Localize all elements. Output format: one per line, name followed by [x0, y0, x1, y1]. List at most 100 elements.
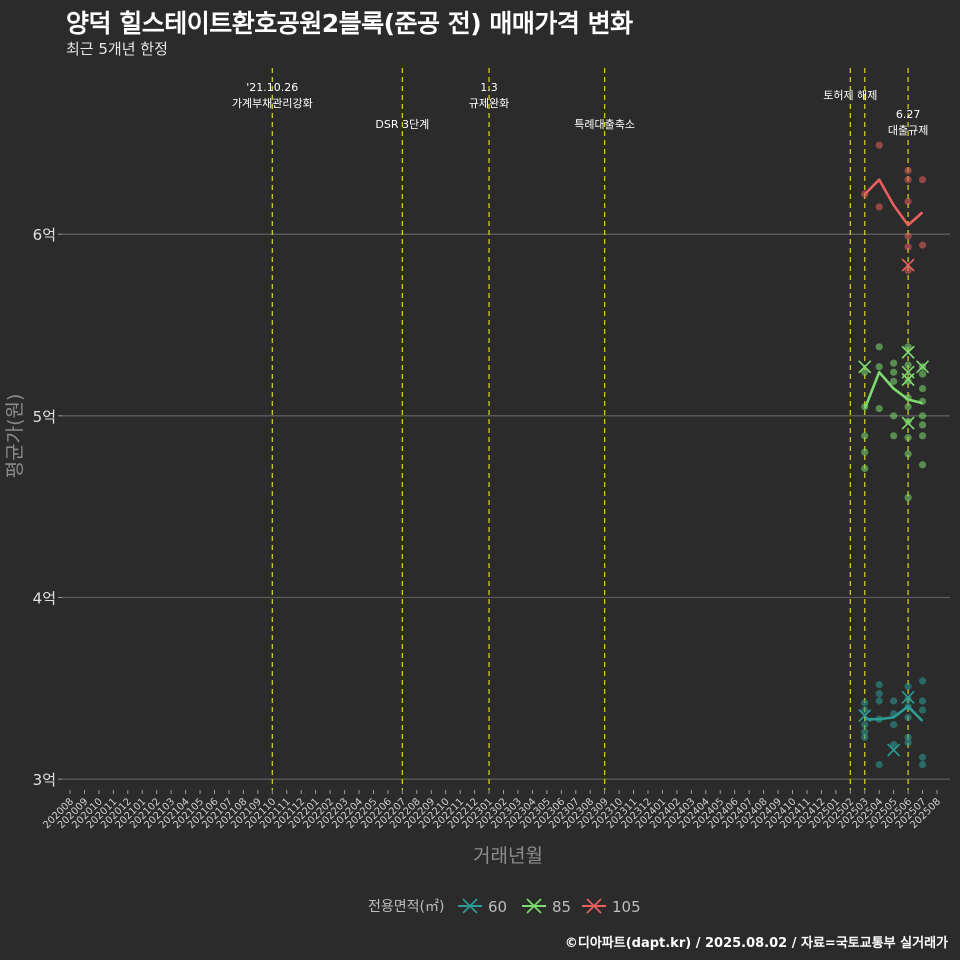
- data-point: [890, 721, 898, 729]
- legend-label: 60: [488, 898, 507, 916]
- data-point: [861, 368, 869, 376]
- legend-key-cross: [586, 898, 602, 914]
- mean-lines: [863, 178, 924, 722]
- event-label: 토허제 해제: [823, 88, 877, 102]
- data-point: [875, 760, 883, 769]
- data-point: [861, 432, 869, 440]
- data-point: [875, 203, 883, 211]
- data-point: [861, 448, 869, 456]
- legend-title: 전용면적(㎡): [368, 899, 444, 915]
- data-point: [918, 753, 927, 761]
- cancelled-marker: [901, 258, 915, 272]
- event-label: DSR 3단계: [375, 118, 429, 131]
- cancelled-marker: [901, 690, 915, 704]
- y-tick-label: 4억: [33, 589, 56, 607]
- data-point: [918, 760, 927, 769]
- mean-line: [864, 705, 924, 722]
- data-point: [904, 695, 912, 703]
- legend: 전용면적(㎡) 60 85 105: [368, 898, 641, 916]
- data-point: [904, 682, 912, 691]
- y-tick-label: 5억: [33, 408, 56, 426]
- event-label: '21.10.26: [246, 81, 298, 94]
- data-point: [904, 232, 912, 240]
- legend-key-cross: [462, 898, 478, 914]
- data-point: [904, 417, 912, 425]
- source-caption: ©디아파트(dapt.kr) / 2025.08.02 / 자료=국토교통부 실…: [564, 936, 948, 951]
- mean-line: [863, 178, 924, 227]
- data-point: [918, 697, 927, 705]
- data-point: [918, 677, 927, 685]
- data-point: [904, 377, 912, 385]
- data-point: [904, 176, 912, 184]
- event-label: 가계부채관리강화: [232, 97, 313, 110]
- chart-title: 양덕 힐스테이트환호공원2블록(준공 전) 매매가격 변화: [66, 9, 633, 38]
- legend-key-cross: [526, 898, 542, 914]
- chart-subtitle: 최근 5개년 한정: [66, 40, 168, 58]
- data-point: [904, 713, 912, 721]
- data-point: [890, 368, 898, 376]
- data-point: [904, 243, 912, 251]
- data-point: [861, 733, 869, 741]
- data-point: [904, 167, 912, 175]
- data-point: [875, 404, 883, 413]
- data-point: [890, 432, 898, 440]
- cancelled-markers: [858, 258, 930, 757]
- y-axis-title: 평균가(원): [4, 394, 26, 479]
- data-point: [918, 412, 927, 420]
- data-point: [890, 697, 898, 705]
- event-label: 규제완화: [469, 97, 509, 110]
- cancelled-marker: [858, 360, 872, 374]
- data-point: [890, 412, 898, 420]
- y-tick-label: 3억: [33, 771, 56, 789]
- x-axis-title: 거래년월: [473, 845, 543, 867]
- data-point: [904, 197, 912, 206]
- data-point: [875, 697, 883, 705]
- data-point: [875, 363, 883, 371]
- data-point: [918, 706, 927, 714]
- data-point: [904, 493, 912, 502]
- event-label: 6.27: [896, 108, 921, 121]
- data-point: [904, 343, 912, 351]
- data-point: [904, 450, 912, 458]
- data-point: [875, 690, 883, 698]
- data-point: [918, 370, 927, 378]
- data-point: [875, 141, 883, 149]
- data-point: [861, 464, 869, 473]
- data-point: [904, 266, 912, 275]
- x-axis: 2020082020092020102020112020122021012021…: [41, 790, 943, 831]
- data-point: [861, 699, 869, 707]
- cancelled-marker: [901, 416, 915, 430]
- data-point: [875, 681, 883, 689]
- data-point: [861, 706, 869, 714]
- data-point: [904, 434, 912, 442]
- legend-label: 85: [552, 898, 571, 916]
- data-point: [890, 359, 898, 367]
- data-point: [861, 721, 869, 729]
- event-label: 대출규제: [888, 124, 928, 137]
- event-label: 1.3: [480, 81, 498, 94]
- data-point: [918, 176, 927, 184]
- data-point: [890, 377, 898, 385]
- data-point: [904, 739, 912, 747]
- data-point: [918, 421, 927, 429]
- data-point: [918, 461, 927, 469]
- grid-lines: [62, 233, 950, 780]
- data-point: [918, 384, 927, 393]
- cancelled-marker: [901, 372, 915, 387]
- data-point: [918, 241, 927, 249]
- data-point: [875, 343, 883, 351]
- y-axis: 3억 4억 5억 6억: [33, 226, 62, 789]
- cancelled-marker: [901, 345, 915, 359]
- data-point: [861, 728, 869, 736]
- data-point: [918, 432, 927, 440]
- legend-label: 105: [612, 898, 641, 916]
- cancelled-marker: [887, 743, 901, 757]
- data-point: [904, 403, 912, 411]
- cancelled-marker: [858, 708, 872, 723]
- event-label: 특례대출축소: [574, 118, 635, 131]
- y-tick-label: 6억: [33, 226, 56, 244]
- data-points: [861, 141, 927, 769]
- data-point: [904, 733, 912, 741]
- data-point: [890, 740, 898, 749]
